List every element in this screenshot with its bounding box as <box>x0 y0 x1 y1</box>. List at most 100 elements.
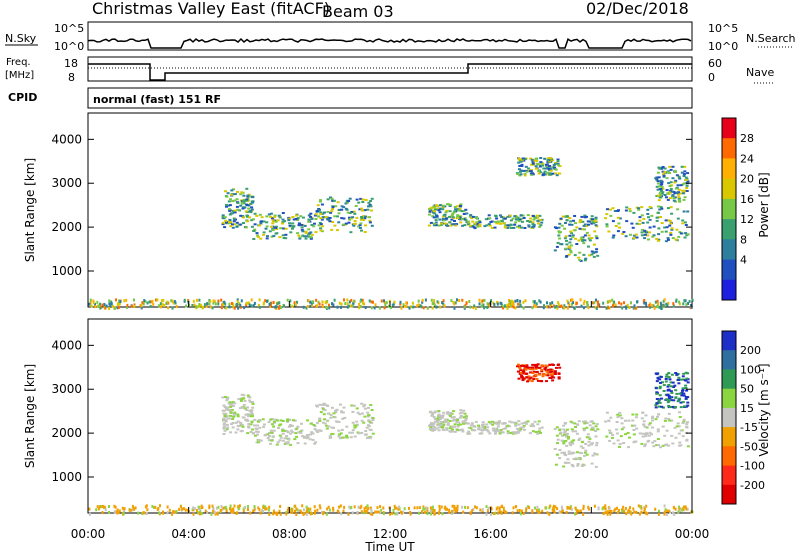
echo-cell <box>641 432 645 435</box>
echo-cell <box>517 302 520 306</box>
echo-cell <box>532 159 536 162</box>
echo-cell <box>265 225 269 228</box>
freq-tick-top: 18 <box>64 57 78 70</box>
echo-cell <box>151 504 154 508</box>
echo-cell <box>538 511 541 515</box>
echo-cell <box>615 428 619 431</box>
echo-cell <box>153 506 156 509</box>
echo-cell <box>364 215 368 218</box>
echo-cell <box>274 305 277 309</box>
echo-cell <box>418 506 421 510</box>
echo-cell <box>616 230 620 233</box>
echo-cell <box>302 508 305 512</box>
echo-cell <box>318 221 322 224</box>
echo-cell <box>225 415 229 418</box>
echo-cell <box>309 215 313 218</box>
echo-cell <box>480 432 483 435</box>
echo-cell <box>342 217 346 220</box>
echo-cell <box>614 303 617 307</box>
echo-cell <box>436 417 440 420</box>
echo-cell <box>681 508 684 512</box>
echo-cell <box>481 508 484 512</box>
echo-cell <box>266 437 270 440</box>
echo-cell <box>235 205 239 208</box>
echo-cell <box>654 177 658 180</box>
echo-cell <box>525 364 529 367</box>
echo-cell <box>228 409 232 411</box>
echo-cell <box>222 409 226 412</box>
echo-cell <box>564 461 568 464</box>
echo-cell <box>678 444 681 447</box>
echo-cell <box>531 372 535 374</box>
echo-cell <box>577 256 581 259</box>
echo-cell <box>534 304 536 308</box>
echo-cell <box>258 426 262 429</box>
echo-cell <box>329 414 333 417</box>
echo-cell <box>677 235 681 238</box>
echo-cell <box>313 222 316 225</box>
echo-cell <box>620 428 624 431</box>
echo-cell <box>238 504 241 508</box>
echo-cell <box>549 504 552 508</box>
echo-cell <box>323 409 327 412</box>
echo-cell <box>426 306 429 310</box>
echo-cell <box>297 224 301 227</box>
echo-cell <box>287 219 291 222</box>
echo-cell <box>686 396 690 399</box>
echo-cell <box>597 302 600 306</box>
echo-cell <box>649 207 653 210</box>
colorbar-segment <box>722 178 736 200</box>
echo-cell <box>217 505 220 509</box>
echo-cell <box>656 211 660 214</box>
echo-cell <box>645 432 648 435</box>
echo-cell <box>202 305 205 309</box>
echo-cell <box>619 435 623 438</box>
echo-cell <box>516 431 520 434</box>
echo-cell <box>230 223 234 226</box>
echo-cell <box>357 505 360 509</box>
echo-cell <box>517 168 521 171</box>
echo-cell <box>585 426 589 429</box>
echo-cell <box>673 384 677 387</box>
echo-cell <box>228 213 232 216</box>
echo-cell <box>660 303 663 307</box>
echo-cell <box>195 305 198 309</box>
echo-cell <box>663 419 667 422</box>
echo-cell <box>594 224 598 227</box>
echo-cell <box>649 302 652 306</box>
echo-cell <box>657 166 661 169</box>
echo-cell <box>571 430 575 433</box>
echo-cell <box>552 304 555 308</box>
echo-cell <box>242 403 246 406</box>
echo-cell <box>294 218 298 220</box>
echo-cell <box>657 227 661 230</box>
echo-cell <box>483 225 487 228</box>
echo-cell <box>521 379 525 382</box>
echo-cell <box>684 397 688 400</box>
echo-cell <box>671 442 675 445</box>
echo-cell <box>225 306 228 310</box>
echo-cell <box>607 306 610 310</box>
echo-cell <box>315 298 318 302</box>
echo-cell <box>321 407 325 410</box>
echo-cell <box>458 299 461 302</box>
echo-cell <box>465 301 468 305</box>
echo-cell <box>232 414 236 416</box>
echo-cell <box>432 206 436 209</box>
echo-cell <box>594 465 598 468</box>
echo-cell <box>268 230 272 233</box>
echo-cell <box>673 406 677 408</box>
echo-cell <box>286 418 290 421</box>
echo-cell <box>394 512 397 516</box>
x-tick-label: 12:00 <box>373 527 408 541</box>
echo-cell <box>657 512 660 516</box>
echo-cell <box>670 419 674 422</box>
echo-cell <box>578 437 582 440</box>
echo-cell <box>515 215 518 218</box>
echo-cell <box>464 219 468 222</box>
echo-cell <box>540 368 544 371</box>
echo-cell <box>220 298 223 302</box>
echo-cell <box>232 507 235 511</box>
echo-cell <box>163 304 166 307</box>
